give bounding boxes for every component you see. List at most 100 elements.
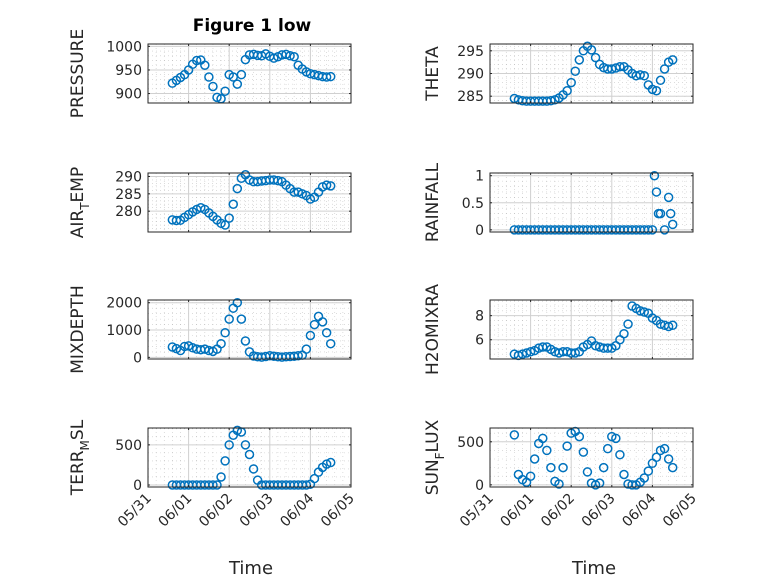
data-point — [525, 471, 536, 481]
y-axis-label: AIRTEMP — [68, 167, 92, 238]
subplot-pressure: 900 950 1000 PRESSURE — [68, 29, 352, 118]
x-tick-label: 05/31 — [457, 491, 497, 531]
data-point — [232, 183, 243, 194]
x-axis-label-left: Time — [228, 558, 273, 579]
data-point — [273, 175, 283, 186]
data-point — [542, 445, 552, 456]
data-point — [220, 220, 230, 230]
data-point — [236, 69, 247, 80]
y-axis-label: MIXDEPTH — [68, 285, 88, 374]
x-tick-label: 06/01 — [498, 491, 538, 531]
data-point — [619, 328, 629, 339]
series-theta — [509, 41, 678, 106]
data-point — [220, 328, 230, 338]
y-tick-label: 285 — [457, 89, 484, 105]
subplot-mixdepth: 0 1000 2000 MIXDEPTH — [68, 285, 352, 374]
data-point — [566, 77, 576, 88]
data-point — [639, 307, 650, 317]
data-point — [232, 297, 243, 308]
data-point — [643, 466, 654, 476]
data-point — [317, 317, 328, 327]
data-point — [635, 70, 645, 80]
data-point — [667, 462, 678, 473]
data-point — [562, 86, 572, 96]
data-point — [220, 456, 230, 466]
data-point — [244, 449, 255, 460]
data-point — [293, 350, 303, 361]
subplot-h2omixra: 6 8 H2OMIXRA — [423, 284, 694, 375]
data-point — [212, 480, 222, 490]
data-point — [171, 215, 182, 226]
x-axis-label-right: Time — [571, 558, 616, 579]
data-point — [578, 447, 589, 457]
data-point — [248, 464, 259, 474]
data-point — [509, 430, 520, 440]
data-point — [649, 170, 660, 181]
data-point — [570, 66, 581, 76]
data-point — [602, 443, 613, 454]
y-tick-label: 950 — [115, 63, 142, 79]
subplot-rainfall: 0 0.5 1 RAINFALL — [423, 162, 694, 242]
data-point — [651, 187, 662, 197]
data-point — [546, 462, 556, 473]
data-point — [667, 320, 678, 331]
data-point — [224, 440, 234, 450]
figure-title: Figure 1 low — [193, 16, 312, 36]
data-point — [191, 55, 202, 66]
y-tick-label: 6 — [475, 333, 484, 349]
axes-frame — [489, 427, 694, 488]
data-point — [635, 306, 645, 316]
data-point — [325, 71, 336, 82]
y-axis-label: RAINFALL — [423, 162, 443, 242]
data-point — [321, 180, 332, 190]
data-point — [655, 319, 666, 329]
data-point — [228, 199, 239, 209]
data-point — [301, 480, 312, 490]
x-tick-label: 06/03 — [237, 491, 277, 531]
data-point — [627, 480, 637, 490]
data-point — [663, 454, 674, 464]
data-point — [586, 45, 597, 55]
x-tick-label: 06/05 — [318, 491, 358, 531]
series-mixdepth — [167, 297, 336, 362]
series-rainfall — [509, 170, 678, 235]
series-sun_flux — [509, 426, 678, 490]
data-point — [232, 79, 243, 89]
series-terr_msl — [167, 425, 336, 490]
data-point — [224, 314, 234, 324]
data-point — [590, 52, 601, 63]
data-point — [655, 75, 666, 86]
data-point — [521, 348, 532, 358]
data-point — [208, 480, 218, 490]
y-tick-label: 0 — [475, 478, 484, 494]
data-point — [240, 440, 251, 450]
x-tick-label: 06/05 — [660, 491, 700, 531]
data-point — [643, 225, 654, 235]
data-point — [651, 452, 662, 463]
data-point — [619, 469, 629, 480]
data-point — [615, 61, 625, 72]
data-point — [325, 338, 336, 349]
data-point — [240, 336, 251, 346]
axes-frame — [147, 43, 352, 104]
data-point — [570, 348, 581, 358]
y-tick-label: 0 — [475, 223, 484, 239]
plot-area — [148, 300, 351, 359]
data-point — [667, 55, 678, 65]
plot-area — [490, 428, 693, 487]
data-point — [216, 338, 226, 349]
data-point — [663, 192, 674, 203]
x-tick-label: 06/04 — [277, 490, 317, 530]
data-point — [667, 219, 678, 230]
data-point — [208, 81, 218, 92]
data-point — [220, 86, 230, 96]
axes-frame — [147, 172, 352, 233]
x-tick-label: 06/01 — [156, 491, 196, 531]
data-point — [623, 319, 633, 329]
y-tick-label: 8 — [475, 309, 484, 325]
data-point — [525, 347, 536, 357]
y-axis-label: PRESSURE — [68, 29, 88, 118]
